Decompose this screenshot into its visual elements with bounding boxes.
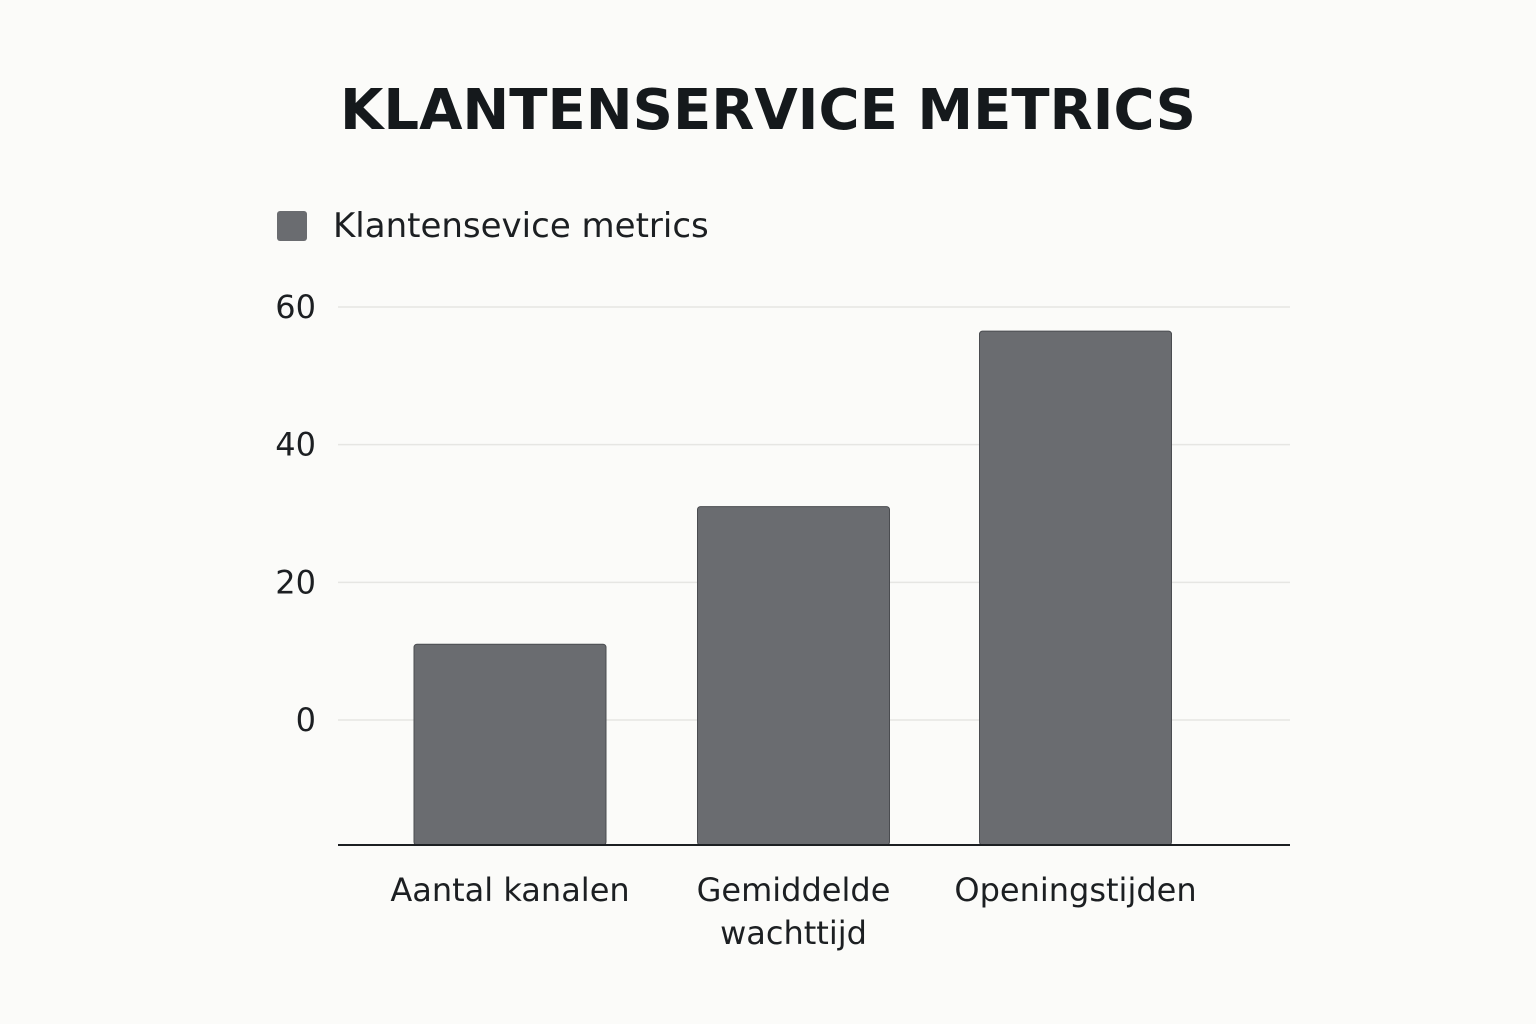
bars <box>413 330 1172 846</box>
chart-title: KLANTENSERVICE METRICS <box>340 78 1196 143</box>
x-tick-label: Openingstijden <box>954 871 1196 909</box>
y-tick-label: 0 <box>296 701 316 739</box>
bar <box>697 506 890 846</box>
y-axis-ticks: 0 20 40 60 <box>275 288 316 739</box>
y-tick-label: 60 <box>275 288 316 326</box>
legend: Klantensevice metrics <box>277 206 709 246</box>
x-tick-label: Aantal kanalen <box>390 871 629 909</box>
bar <box>413 643 607 846</box>
y-tick-label: 40 <box>275 426 316 464</box>
legend-swatch <box>277 211 307 241</box>
x-tick-label: Gemiddelde wachttijd <box>697 871 891 952</box>
legend-label: Klantensevice metrics <box>333 206 709 246</box>
y-tick-label: 20 <box>275 563 316 601</box>
x-axis-labels: Aantal kanalen Gemiddelde wachttijd Opening… <box>390 871 1196 952</box>
bar <box>979 330 1172 846</box>
